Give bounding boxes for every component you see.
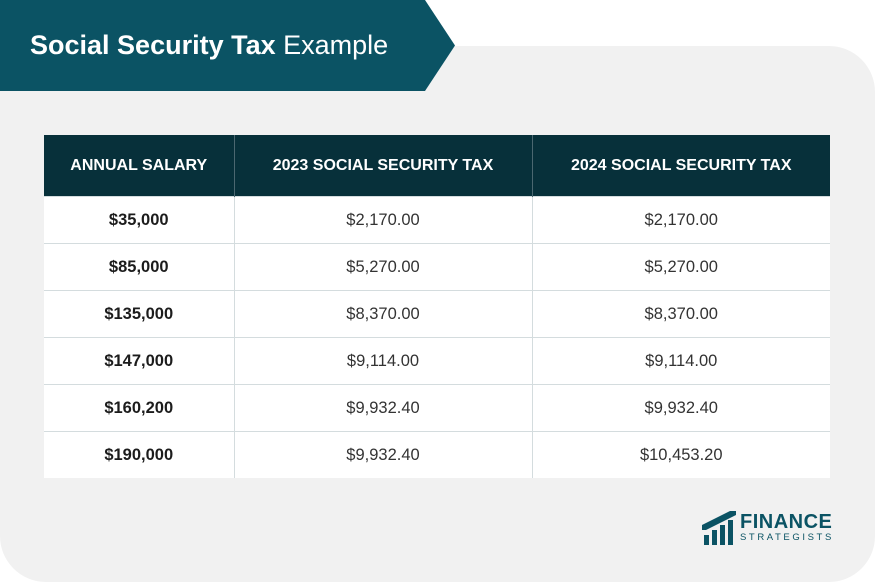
table-header-row: ANNUAL SALARY 2023 SOCIAL SECURITY TAX 2… <box>44 135 830 197</box>
table-row: $135,000 $8,370.00 $8,370.00 <box>44 290 830 338</box>
table-row: $35,000 $2,170.00 $2,170.00 <box>44 196 830 244</box>
salary-cell: $160,200 <box>44 384 234 432</box>
header-annual-salary: ANNUAL SALARY <box>44 135 234 197</box>
title-light: Example <box>283 30 389 60</box>
salary-cell: $35,000 <box>44 196 234 244</box>
table-row: $147,000 $9,114.00 $9,114.00 <box>44 337 830 385</box>
tax-2023-cell: $5,270.00 <box>233 243 532 291</box>
page-title: Social Security Tax Example <box>30 0 388 91</box>
tax-2023-cell: $9,932.40 <box>233 431 532 478</box>
salary-cell: $147,000 <box>44 337 234 385</box>
header-2024-tax: 2024 SOCIAL SECURITY TAX <box>531 135 830 197</box>
title-bold: Social Security Tax <box>30 30 276 60</box>
title-banner: Social Security Tax Example <box>0 0 455 91</box>
logo-text-finance: FINANCE <box>740 511 833 533</box>
finance-strategists-logo: FINANCE STRATEGISTS <box>702 511 832 545</box>
tax-2023-cell: $9,114.00 <box>233 337 532 385</box>
logo-text-strategists: STRATEGISTS <box>740 532 834 543</box>
salary-cell: $85,000 <box>44 243 234 291</box>
salary-cell: $190,000 <box>44 431 234 478</box>
salary-cell: $135,000 <box>44 290 234 338</box>
tax-2024-cell: $5,270.00 <box>531 243 830 291</box>
table-row: $160,200 $9,932.40 $9,932.40 <box>44 384 830 432</box>
tax-2023-cell: $8,370.00 <box>233 290 532 338</box>
table-row: $85,000 $5,270.00 $5,270.00 <box>44 243 830 291</box>
tax-2024-cell: $8,370.00 <box>531 290 830 338</box>
tax-2023-cell: $9,932.40 <box>233 384 532 432</box>
tax-2023-cell: $2,170.00 <box>233 196 532 244</box>
tax-2024-cell: $10,453.20 <box>531 431 830 478</box>
table-row: $190,000 $9,932.40 $10,453.20 <box>44 431 830 478</box>
tax-table: ANNUAL SALARY 2023 SOCIAL SECURITY TAX 2… <box>44 135 830 478</box>
bar-chart-logo-icon <box>702 511 736 545</box>
tax-2024-cell: $2,170.00 <box>531 196 830 244</box>
tax-2024-cell: $9,114.00 <box>531 337 830 385</box>
tax-2024-cell: $9,932.40 <box>531 384 830 432</box>
header-2023-tax: 2023 SOCIAL SECURITY TAX <box>233 135 532 197</box>
